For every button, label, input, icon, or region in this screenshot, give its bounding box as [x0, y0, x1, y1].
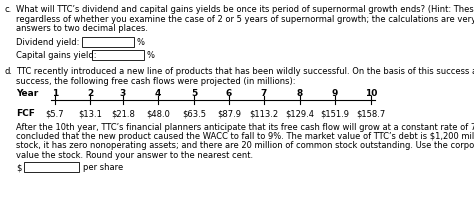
Text: 1: 1: [52, 88, 58, 97]
Text: $63.5: $63.5: [182, 109, 206, 118]
Text: $13.1: $13.1: [78, 109, 102, 118]
Text: success, the following free cash flows were projected (in millions):: success, the following free cash flows w…: [16, 76, 295, 86]
Text: $48.0: $48.0: [146, 109, 170, 118]
Text: c.: c.: [5, 5, 12, 14]
Text: $151.9: $151.9: [320, 109, 349, 118]
FancyBboxPatch shape: [24, 162, 79, 172]
Text: 3: 3: [120, 88, 126, 97]
Text: 9: 9: [332, 88, 338, 97]
Text: Dividend yield:: Dividend yield:: [16, 38, 79, 47]
Text: $5.7: $5.7: [46, 109, 64, 118]
Text: TTC recently introduced a new line of products that has been wildly successful. : TTC recently introduced a new line of pr…: [16, 67, 474, 76]
Text: What will TTC’s dividend and capital gains yields be once its period of supernor: What will TTC’s dividend and capital gai…: [16, 5, 474, 14]
Text: regardless of whether you examine the case of 2 or 5 years of supernormal growth: regardless of whether you examine the ca…: [16, 15, 474, 23]
Text: 8: 8: [297, 88, 303, 97]
Text: %: %: [137, 38, 145, 47]
Text: Capital gains yield:: Capital gains yield:: [16, 51, 97, 60]
FancyBboxPatch shape: [92, 50, 144, 60]
Text: per share: per share: [83, 163, 123, 172]
Text: $87.9: $87.9: [217, 109, 241, 118]
Text: d.: d.: [5, 67, 13, 76]
Text: $113.2: $113.2: [249, 109, 279, 118]
Text: 6: 6: [226, 88, 232, 97]
Text: 4: 4: [155, 88, 161, 97]
Text: $129.4: $129.4: [285, 109, 315, 118]
Text: answers to two decimal places.: answers to two decimal places.: [16, 24, 148, 33]
Text: 5: 5: [191, 88, 197, 97]
FancyBboxPatch shape: [82, 37, 134, 47]
Text: 2: 2: [87, 88, 93, 97]
Text: 7: 7: [261, 88, 267, 97]
Text: $: $: [16, 163, 21, 172]
Text: 10: 10: [365, 88, 377, 97]
Text: $21.8: $21.8: [111, 109, 135, 118]
Text: value the stock. Round your answer to the nearest cent.: value the stock. Round your answer to th…: [16, 151, 253, 160]
Text: stock, it has zero nonoperating assets; and there are 20 million of common stock: stock, it has zero nonoperating assets; …: [16, 141, 474, 151]
Text: %: %: [147, 51, 155, 60]
Text: concluded that the new product caused the WACC to fall to 9%. The market value o: concluded that the new product caused th…: [16, 132, 474, 141]
Text: FCF: FCF: [16, 109, 35, 118]
Text: $158.7: $158.7: [356, 109, 386, 118]
Text: Year: Year: [16, 88, 38, 97]
Text: After the 10th year, TTC’s financial planners anticipate that its free cash flow: After the 10th year, TTC’s financial pla…: [16, 122, 474, 131]
